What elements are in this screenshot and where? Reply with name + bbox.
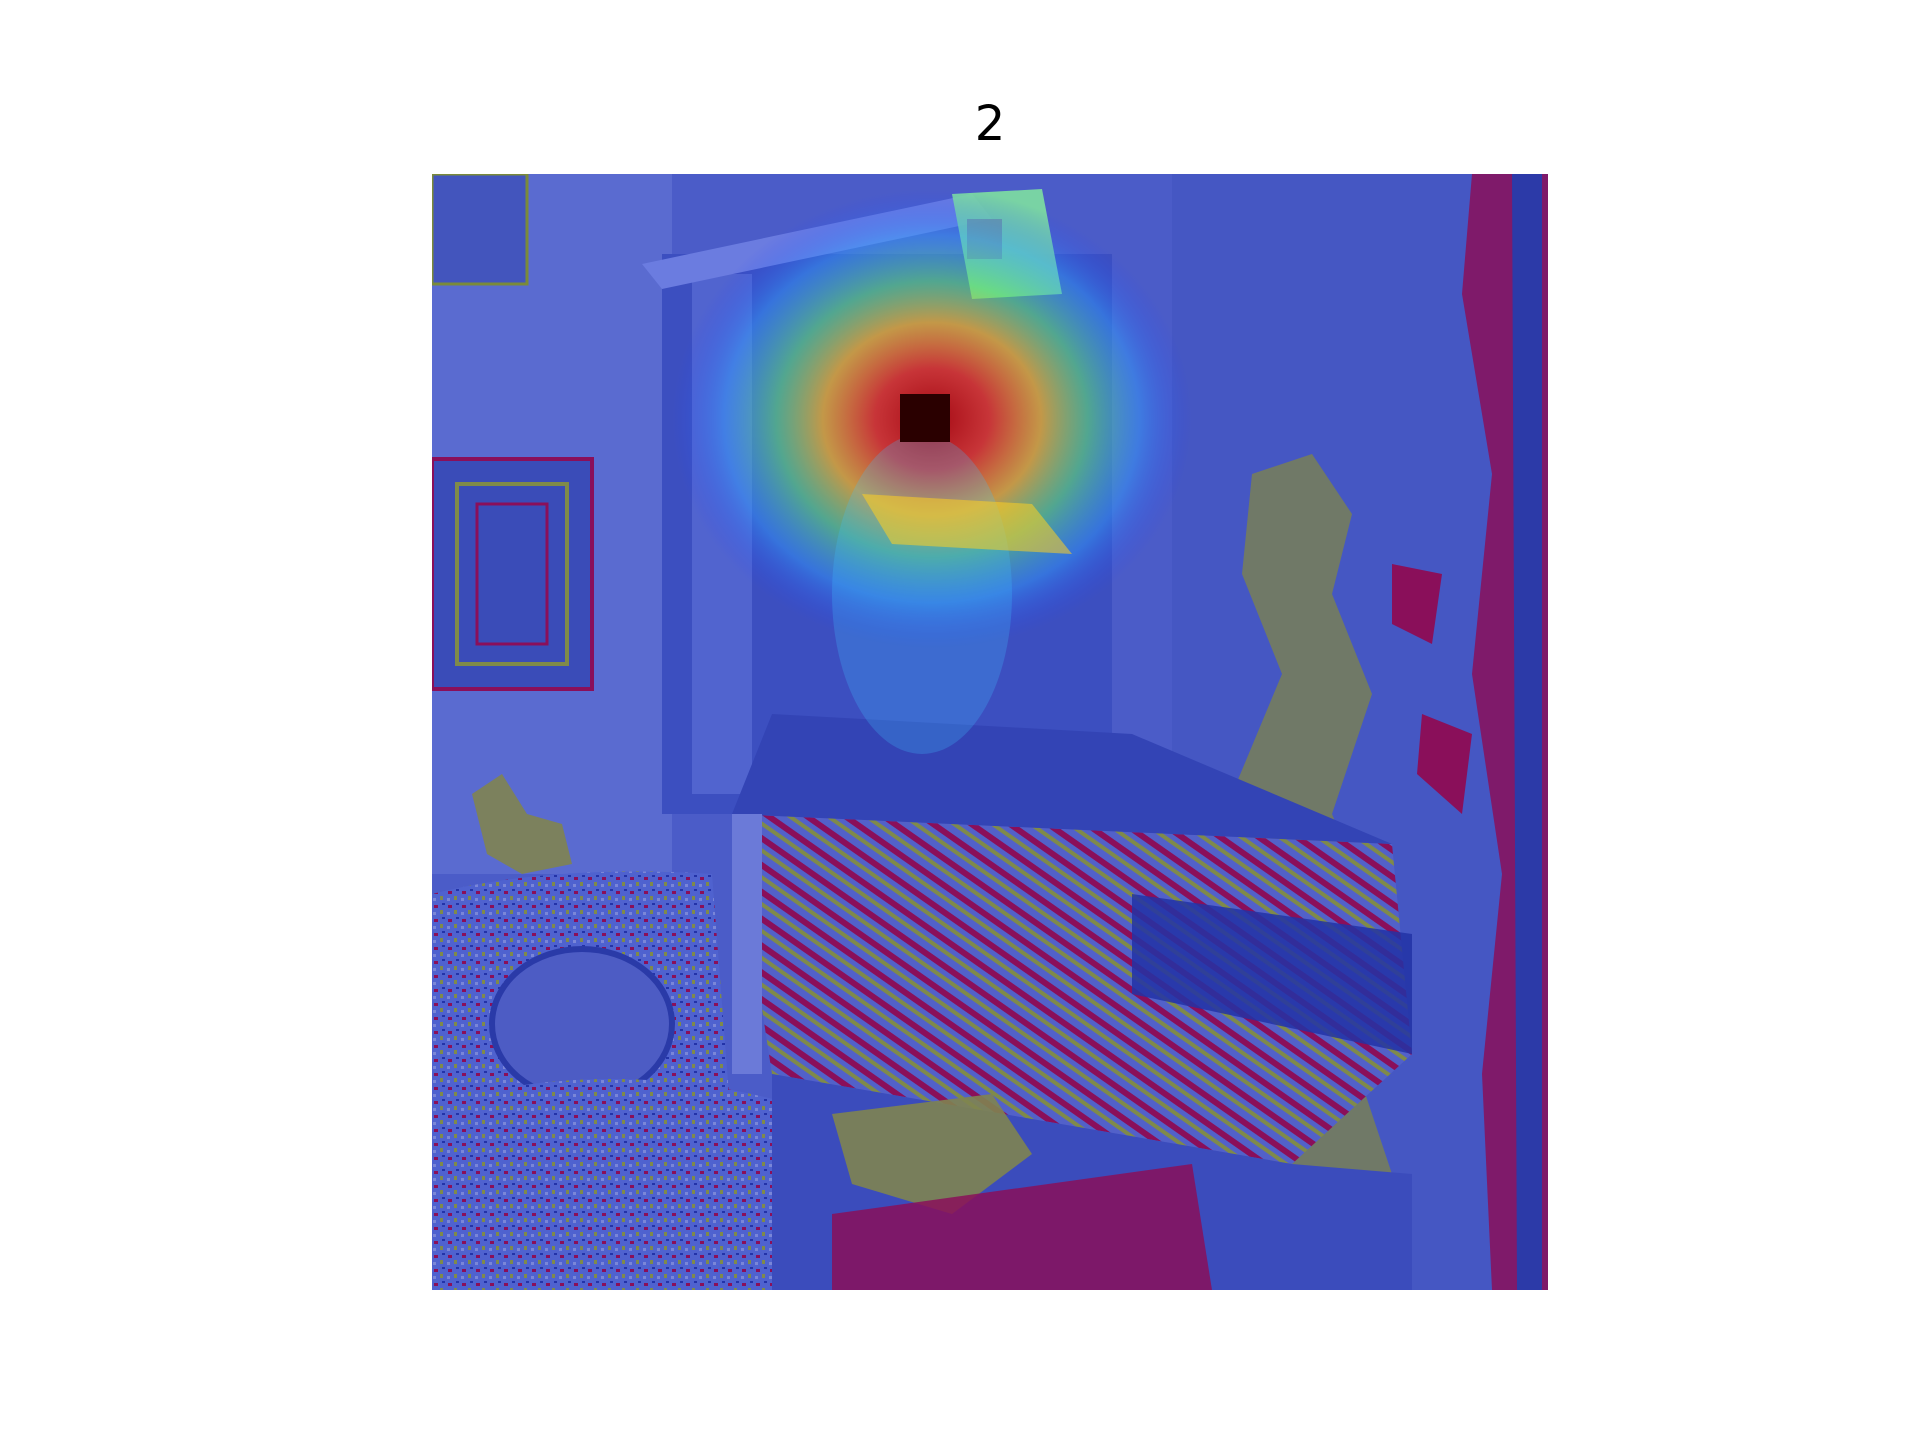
- heatmap-overlay-image: [432, 174, 1548, 1290]
- figure-title: 2: [974, 96, 1006, 152]
- marker-square: [900, 394, 950, 442]
- bedroom-photo-with-attention-heatmap: [432, 174, 1548, 1290]
- frame-top-left: [432, 174, 529, 286]
- bed-headboard: [732, 714, 1392, 844]
- cushion: [489, 946, 675, 1102]
- bed: [732, 814, 1412, 1164]
